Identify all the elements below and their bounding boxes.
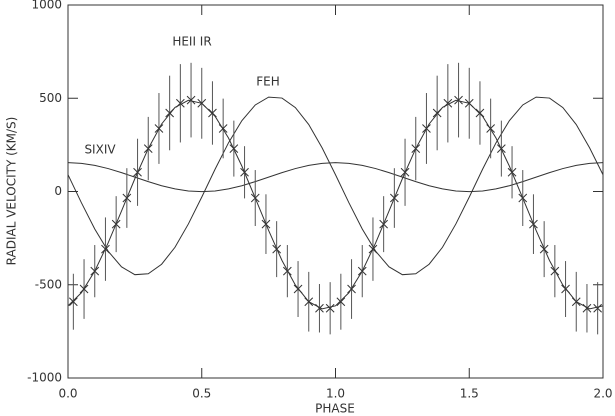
data-point bbox=[154, 124, 164, 133]
data-point bbox=[240, 167, 249, 177]
data-point bbox=[101, 244, 110, 254]
data-point bbox=[486, 124, 496, 133]
data-point bbox=[165, 108, 175, 118]
data-point bbox=[582, 303, 592, 313]
data-point bbox=[122, 193, 132, 203]
data-point bbox=[561, 284, 570, 294]
data-point bbox=[518, 193, 528, 203]
data-point bbox=[250, 193, 260, 203]
data-point bbox=[218, 124, 228, 133]
data-point bbox=[261, 219, 271, 229]
y-tick-label: 500 bbox=[39, 91, 62, 105]
data-point bbox=[539, 244, 549, 254]
data-point bbox=[507, 167, 517, 177]
x-tick-label: 2.0 bbox=[593, 387, 612, 401]
data-point bbox=[315, 303, 324, 313]
data-point bbox=[347, 284, 356, 294]
data-point bbox=[550, 266, 560, 276]
data-point bbox=[422, 124, 431, 133]
data-point bbox=[111, 219, 121, 229]
data-point bbox=[443, 98, 453, 108]
series-line bbox=[67, 99, 604, 310]
data-point bbox=[282, 266, 292, 276]
series-line bbox=[67, 96, 604, 276]
data-point bbox=[496, 144, 506, 153]
x-tick-label: 0.0 bbox=[58, 387, 77, 401]
data-point bbox=[175, 98, 185, 108]
x-axis-label: PHASE bbox=[315, 402, 355, 416]
data-point bbox=[133, 167, 142, 177]
y-axis-label: RADIAL VELOCITY (KM/S) bbox=[5, 117, 19, 266]
series-label: HEII IR bbox=[172, 35, 211, 49]
data-point bbox=[389, 193, 399, 203]
data-point bbox=[529, 219, 538, 229]
data-point bbox=[379, 219, 389, 229]
series-line bbox=[67, 162, 604, 193]
series-label: SIXIV bbox=[84, 143, 116, 157]
data-point bbox=[197, 98, 207, 108]
data-point bbox=[336, 297, 346, 307]
data-point bbox=[272, 244, 282, 254]
series-label: FEH bbox=[256, 75, 280, 89]
y-tick-label: -1000 bbox=[27, 371, 62, 385]
data-point bbox=[293, 284, 303, 294]
data-point bbox=[68, 297, 78, 307]
data-point bbox=[400, 167, 410, 177]
data-point bbox=[475, 108, 485, 118]
data-point bbox=[454, 95, 463, 105]
data-point bbox=[411, 144, 421, 153]
data-point bbox=[229, 144, 239, 153]
x-tick-label: 1.5 bbox=[460, 387, 479, 401]
x-tick-label: 0.5 bbox=[192, 387, 211, 401]
x-tick-label: 1.0 bbox=[326, 387, 345, 401]
data-point bbox=[464, 98, 474, 108]
data-point bbox=[432, 108, 442, 118]
y-tick-label: -500 bbox=[35, 277, 62, 291]
data-point bbox=[571, 297, 581, 307]
data-point bbox=[90, 266, 100, 276]
data-point bbox=[208, 108, 217, 118]
data-point bbox=[79, 284, 89, 294]
data-point bbox=[368, 244, 378, 254]
data-point bbox=[325, 303, 335, 313]
y-tick-label: 0 bbox=[54, 184, 62, 198]
y-tick-label: 1000 bbox=[31, 0, 62, 12]
data-point bbox=[304, 297, 314, 307]
data-point bbox=[143, 144, 153, 153]
data-point bbox=[593, 303, 603, 313]
data-point bbox=[186, 95, 196, 105]
data-point bbox=[357, 266, 367, 276]
